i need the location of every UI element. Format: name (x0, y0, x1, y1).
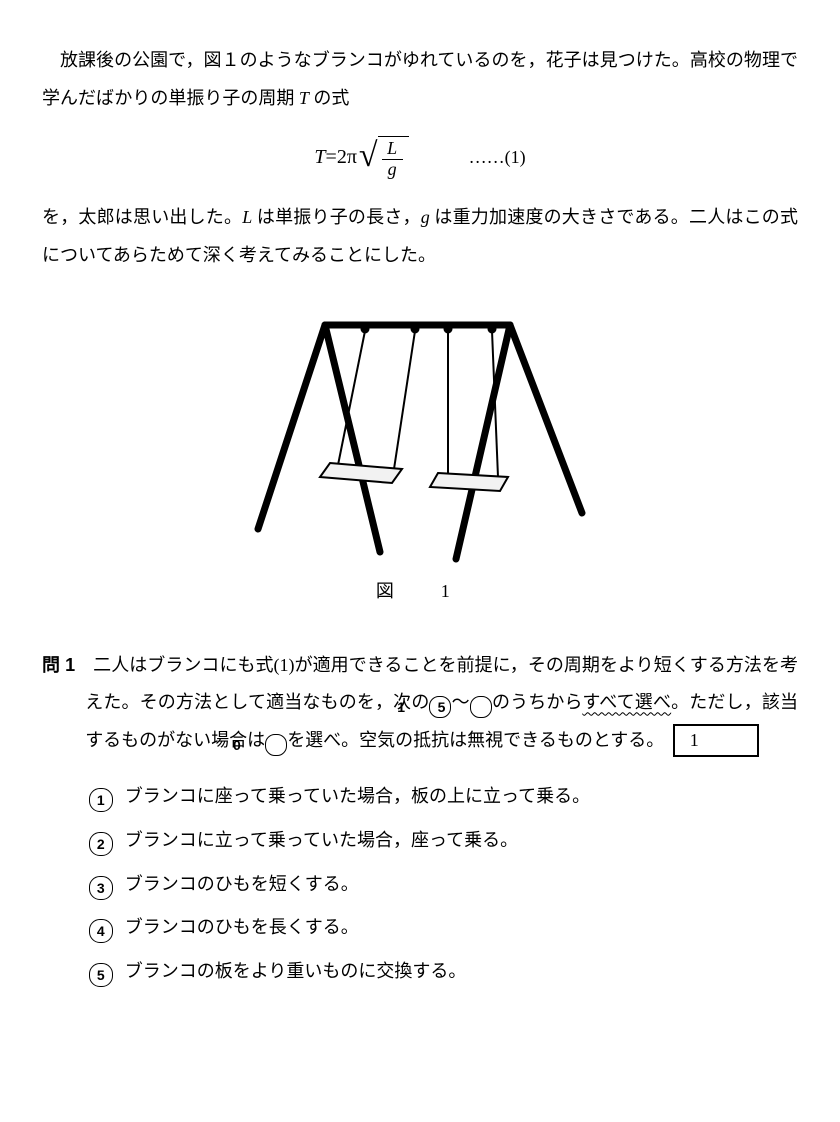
circled-0-icon: 0 (265, 734, 287, 756)
option-text: ブランコの板をより重いものに交換する。 (125, 953, 467, 991)
text: は単振り子の長さ， (252, 207, 421, 227)
text: を，太郎は思い出した。 (42, 207, 242, 227)
figure-1: 図 1 (42, 297, 798, 611)
circled-5-icon: 5 (470, 696, 492, 718)
option-num-icon: 3 (89, 876, 113, 900)
text: を選べ。空気の抵抗は無視できるものとする。 (287, 730, 664, 750)
var-T: T (299, 88, 309, 108)
text: のうちから (492, 692, 583, 712)
question-text: 問 1 二人はブランコにも式(1)が適用できることを前提に，その周期をより短くす… (85, 647, 798, 760)
formula-coef: 2π (337, 136, 357, 178)
option-text: ブランコのひもを長くする。 (125, 909, 359, 947)
option-num-icon: 2 (89, 832, 113, 856)
option-num-icon: 5 (89, 963, 113, 987)
var-g: g (421, 207, 430, 227)
frac-den: g (382, 159, 403, 180)
option-text: ブランコに立って乗っていた場合，座って乗る。 (125, 822, 518, 860)
text: 〜 (451, 692, 469, 712)
figure-caption: 図 1 (42, 573, 798, 611)
formula-lhs: T (314, 136, 325, 178)
formula-eq: = (326, 136, 337, 178)
formula-block: T = 2π √ L g ……(1) (42, 136, 798, 180)
var-L: L (242, 207, 252, 227)
text: の式 (309, 88, 350, 108)
options-list: 1 ブランコに座って乗っていた場合，板の上に立って乗る。 2 ブランコに立って乗… (89, 778, 798, 991)
wavy-text: すべて選べ (582, 692, 671, 712)
formula: T = 2π √ L g (314, 136, 408, 180)
option-num-icon: 1 (89, 788, 113, 812)
answer-box: 1 (673, 724, 759, 757)
question-1: 問 1 二人はブランコにも式(1)が適用できることを前提に，その周期をより短くす… (42, 647, 798, 991)
option-row: 5 ブランコの板をより重いものに交換する。 (89, 953, 798, 991)
option-row: 3 ブランコのひもを短くする。 (89, 866, 798, 904)
option-row: 4 ブランコのひもを長くする。 (89, 909, 798, 947)
text: 放課後の公園で，図１のようなブランコがゆれているのを，花子は見つけた。高校の物理… (42, 50, 798, 108)
sqrt: √ L g (359, 136, 409, 180)
option-row: 2 ブランコに立って乗っていた場合，座って乗る。 (89, 822, 798, 860)
swing-diagram (230, 297, 610, 567)
option-text: ブランコのひもを短くする。 (125, 866, 359, 904)
fraction: L g (382, 139, 403, 180)
option-text: ブランコに座って乗っていた場合，板の上に立って乗る。 (125, 778, 590, 816)
frac-num: L (383, 139, 401, 159)
intro-para-2: を，太郎は思い出した。L は単振り子の長さ，g は重力加速度の大きさである。二人… (42, 199, 798, 275)
radical-icon: √ (359, 139, 378, 173)
question-label: 問 1 (42, 655, 75, 675)
option-num-icon: 4 (89, 919, 113, 943)
equation-number: ……(1) (469, 139, 526, 177)
option-row: 1 ブランコに座って乗っていた場合，板の上に立って乗る。 (89, 778, 798, 816)
intro-para-1: 放課後の公園で，図１のようなブランコがゆれているのを，花子は見つけた。高校の物理… (42, 42, 798, 118)
